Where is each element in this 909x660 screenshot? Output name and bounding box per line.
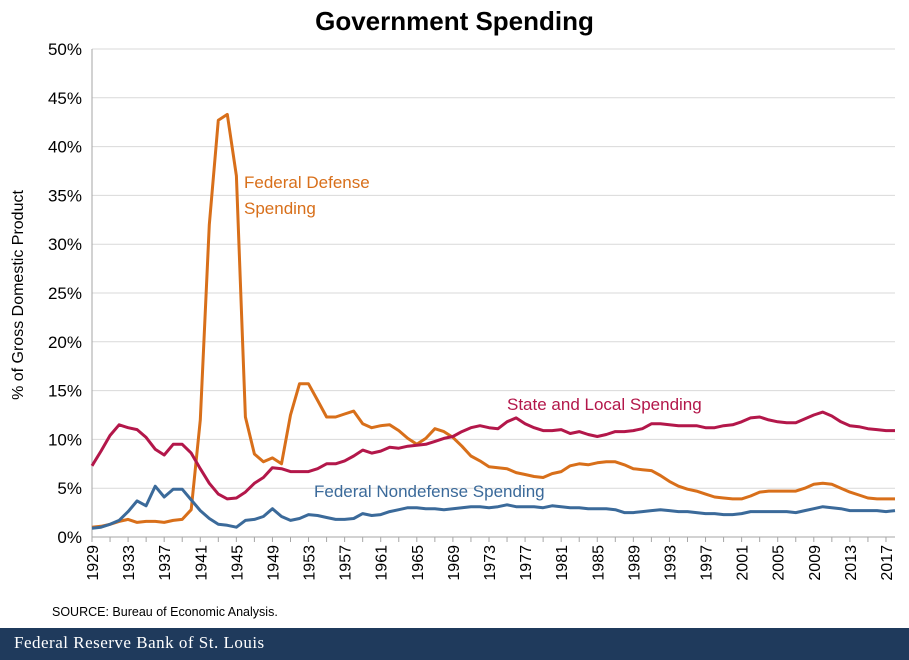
series-label-state-and-local-spending: State and Local Spending (507, 395, 702, 414)
y-tick-label: 10% (48, 430, 82, 449)
x-tick-label: 1973 (482, 545, 499, 581)
x-tick-label: 1977 (518, 545, 535, 581)
y-tick-label: 50% (48, 40, 82, 59)
x-tick-label: 1957 (338, 545, 355, 581)
y-axis-label: % of Gross Domestic Product (10, 190, 27, 400)
source-note: SOURCE: Bureau of Economic Analysis. (52, 605, 278, 619)
chart-title: Government Spending (315, 6, 594, 36)
x-tick-label: 1937 (157, 545, 174, 581)
chart-plot: 0% 5% 10% 15% 20% 25% 30% 35% 40% 45% 50% 1929 1933… (10, 40, 896, 581)
y-tick-label: 45% (48, 89, 82, 108)
x-tick-label: 1981 (554, 545, 571, 581)
series-label-federal-defense-spending: Federal Defense (244, 173, 370, 192)
x-tick-label: 1949 (265, 545, 282, 581)
x-tick-label: 1989 (626, 545, 643, 581)
y-tick-label: 5% (57, 479, 82, 498)
y-tick-label: 0% (57, 528, 82, 547)
x-tick-label: 1929 (85, 545, 102, 581)
x-tick-label: 2005 (771, 545, 788, 581)
x-tick-label: 2009 (807, 545, 824, 581)
x-tick-label: 1933 (121, 545, 138, 581)
series-lines (90, 112, 896, 530)
y-tick-label: 30% (48, 235, 82, 254)
y-tick-label: 40% (48, 138, 82, 157)
x-tick-label: 1945 (229, 545, 246, 581)
x-tick-label: 2013 (843, 545, 860, 581)
x-tick-label: 2001 (735, 545, 752, 581)
x-tick-label: 1941 (193, 545, 210, 581)
x-tick-label: 2017 (879, 545, 896, 581)
y-tick-label: 20% (48, 333, 82, 352)
series-label-federal-defense-spending: Spending (244, 199, 316, 218)
y-axis: 0% 5% 10% 15% 20% 25% 30% 35% 40% 45% 50% (48, 40, 93, 547)
y-tick-label: 15% (48, 382, 82, 401)
y-tick-label: 35% (48, 186, 82, 205)
x-tick-label: 1969 (446, 545, 463, 581)
x-tick-label: 1961 (374, 545, 391, 581)
x-tick-label: 1985 (590, 545, 607, 581)
footer-bar: Federal Reserve Bank of St. Louis (0, 628, 909, 660)
series-label-federal-nondefense-spending: Federal Nondefense Spending (314, 482, 545, 501)
gridlines (92, 48, 895, 489)
x-tick-label: 1953 (302, 545, 319, 581)
series-line-federal-defense-spending (91, 112, 895, 529)
series-labels: Federal Defense Spending State and Local S… (244, 173, 702, 501)
series-line-state-and-local-spending (90, 410, 895, 501)
x-tick-label: 1997 (699, 545, 716, 581)
x-tick-label: 1993 (662, 545, 679, 581)
y-tick-label: 25% (48, 284, 82, 303)
x-axis: 1929 1933 1937 1941 1945 1949 1953 1957 1961 1965… (85, 536, 896, 581)
series-line-federal-nondefense-spending (91, 484, 896, 530)
footer-brand: Federal Reserve Bank of St. Louis (14, 633, 265, 652)
x-tick-label: 1965 (410, 545, 427, 581)
